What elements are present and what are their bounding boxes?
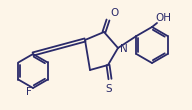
- Text: S: S: [106, 84, 112, 94]
- Text: F: F: [26, 87, 32, 97]
- Text: OH: OH: [155, 13, 171, 23]
- Text: O: O: [110, 8, 118, 18]
- Text: N: N: [120, 44, 128, 54]
